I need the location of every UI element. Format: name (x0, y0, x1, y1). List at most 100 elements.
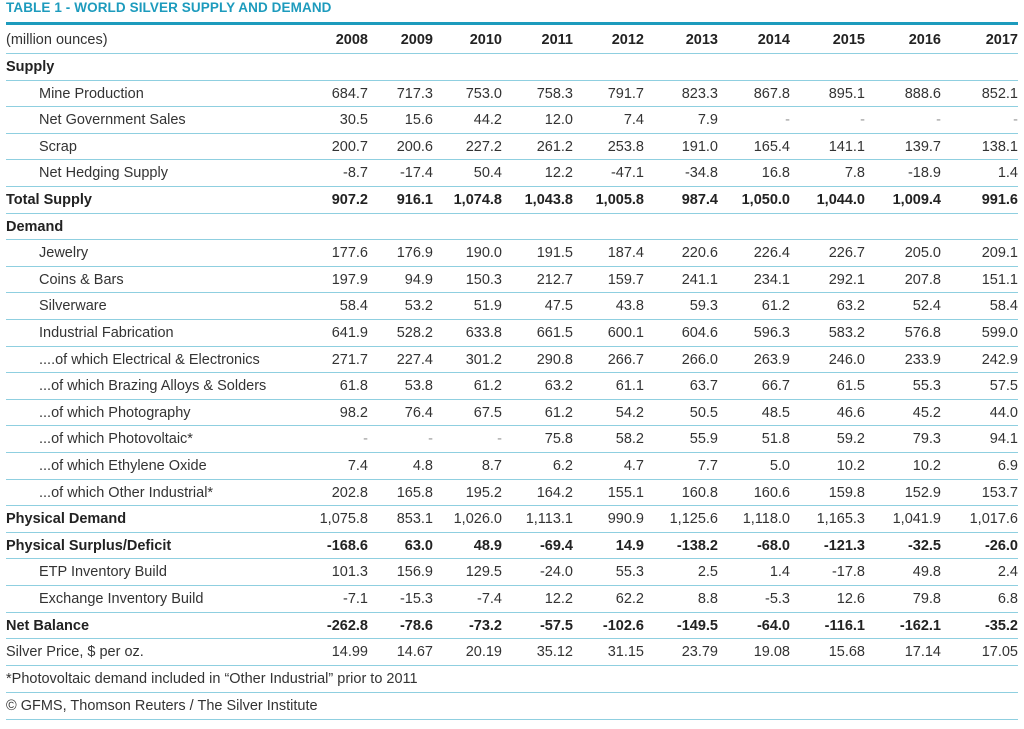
table-cell: 138.1 (981, 138, 1018, 155)
table-cell: -262.8 (326, 617, 368, 634)
row-label: ....of which Electrical & Electronics (39, 351, 260, 368)
table-row: Scrap 200.7 200.6 227.2 261.2 253.8 191.0 165.4… (6, 134, 1018, 161)
table-cell: 20.19 (465, 644, 502, 661)
table-cell: -26.0 (984, 537, 1018, 554)
column-header-2017: 2017 (985, 32, 1018, 48)
column-header-2016: 2016 (908, 32, 941, 48)
table-cell: 4.7 (623, 458, 644, 474)
table-cell: 53.8 (404, 378, 433, 395)
table-cell: 226.4 (753, 245, 790, 262)
table-cell: 583.2 (828, 325, 865, 341)
column-header-2013: 2013 (685, 32, 718, 48)
table-cell: 271.7 (331, 351, 368, 368)
table-cell: 600.1 (607, 325, 644, 341)
table-cell: 266.7 (607, 351, 644, 368)
table-cell: 66.7 (761, 378, 790, 395)
table-cell: 187.4 (607, 245, 644, 262)
table-cell: 1,044.0 (816, 192, 865, 208)
table-cell: 717.3 (396, 85, 433, 102)
table-row: Net Government Sales 30.5 15.6 44.2 12.0 7.4 7… (6, 107, 1018, 134)
table-row: Net Balance -262.8 -78.6 -73.2 -57.5 -102.6 -1… (6, 613, 1018, 640)
table-cell: 2.5 (697, 564, 718, 581)
table-cell: 12.2 (544, 591, 573, 607)
table-cell: 139.7 (904, 138, 941, 155)
table-cell: - (936, 112, 941, 129)
table-cell: 6.2 (552, 458, 573, 474)
table-row: Physical Surplus/Deficit -168.6 63.0 48.9 -6… (6, 533, 1018, 560)
table-cell: 94.9 (404, 271, 433, 288)
table-cell: 50.4 (473, 165, 502, 182)
table-cell: -32.5 (907, 537, 941, 554)
table-cell: 17.14 (904, 644, 941, 661)
table-cell: 67.5 (473, 404, 502, 421)
table-row: Exchange Inventory Build -7.1 -15.3 -7.4 12.… (6, 586, 1018, 613)
table-cell: 1,075.8 (319, 511, 368, 528)
table-cell: -7.1 (343, 591, 368, 607)
table-cell: 1,026.0 (453, 511, 502, 528)
table-cell: 1,009.4 (892, 192, 941, 208)
table-cell: 51.8 (761, 431, 790, 448)
table-cell: 8.8 (697, 591, 718, 607)
column-header-2008: 2008 (335, 32, 368, 48)
row-label: Industrial Fabrication (39, 325, 174, 341)
row-label: Physical Surplus/Deficit (6, 537, 172, 554)
row-label: ...of which Ethylene Oxide (39, 458, 207, 474)
table-cell: 14.99 (331, 644, 368, 661)
table-cell: 266.0 (681, 351, 718, 368)
table-cell: -69.4 (539, 537, 573, 554)
table-cell: 1,074.8 (453, 192, 502, 208)
row-label: Exchange Inventory Build (39, 591, 204, 607)
table-cell: 151.1 (981, 271, 1018, 288)
table-cell: 76.4 (404, 404, 433, 421)
table-row: Jewelry 177.6 176.9 190.0 191.5 187.4 220.6 226… (6, 240, 1018, 267)
table-cell: 152.9 (904, 484, 941, 501)
table-cell: 16.8 (761, 165, 790, 182)
table-cell: 164.2 (536, 484, 573, 501)
table-cell: -7.4 (477, 591, 502, 607)
row-label: Demand (6, 218, 64, 235)
table-cell: 987.4 (681, 192, 718, 208)
table-cell: 52.4 (912, 298, 941, 315)
table-row: Physical Demand 1,075.8 853.1 1,026.0 1,113.… (6, 506, 1018, 533)
table-cell: 48.9 (473, 537, 502, 554)
table-cell: 1,041.9 (892, 511, 941, 528)
table-cell: 263.9 (753, 351, 790, 368)
table-cell: -121.3 (823, 537, 865, 554)
row-label: Scrap (39, 138, 77, 155)
title-rule (6, 22, 1018, 25)
table-cell: 48.5 (761, 404, 790, 421)
table-cell: 156.9 (396, 564, 433, 581)
table-cell: -68.0 (756, 537, 790, 554)
table-cell: 101.3 (331, 564, 368, 581)
table-cell: 43.8 (615, 298, 644, 315)
table-cell: 58.2 (615, 431, 644, 448)
table-cell: 45.2 (912, 404, 941, 421)
table-row: Silverware 58.4 53.2 51.9 47.5 43.8 59.3 61.2 63… (6, 293, 1018, 320)
table-cell: 2.4 (997, 564, 1018, 581)
table-cell: 62.2 (615, 591, 644, 607)
row-label: Coins & Bars (39, 271, 124, 288)
table-cell: 63.0 (404, 537, 433, 554)
table-cell: 576.8 (904, 325, 941, 341)
table-cell: 47.5 (544, 298, 573, 315)
table-cell: 220.6 (681, 245, 718, 262)
table-cell: 17.05 (981, 644, 1018, 661)
table-cell: 242.9 (981, 351, 1018, 368)
table-cell: 35.12 (536, 644, 573, 661)
table-row: Supply (6, 54, 1018, 81)
table-cell: 15.68 (828, 644, 865, 661)
table-cell: 234.1 (753, 271, 790, 288)
table-cell: 990.9 (607, 511, 644, 528)
table-cell: 63.2 (836, 298, 865, 315)
row-label: Physical Demand (6, 511, 127, 528)
table-cell: 12.0 (544, 112, 573, 129)
table-cell: 44.2 (473, 112, 502, 129)
table-cell: 75.8 (544, 431, 573, 448)
table-cell: 14.67 (396, 644, 433, 661)
table-cell: -168.6 (326, 537, 368, 554)
table-cell: 155.1 (607, 484, 644, 501)
table-cell: 197.9 (331, 271, 368, 288)
table-cell: 661.5 (536, 325, 573, 341)
table-cell: 141.1 (828, 138, 865, 155)
table-cell: 241.1 (681, 271, 718, 288)
